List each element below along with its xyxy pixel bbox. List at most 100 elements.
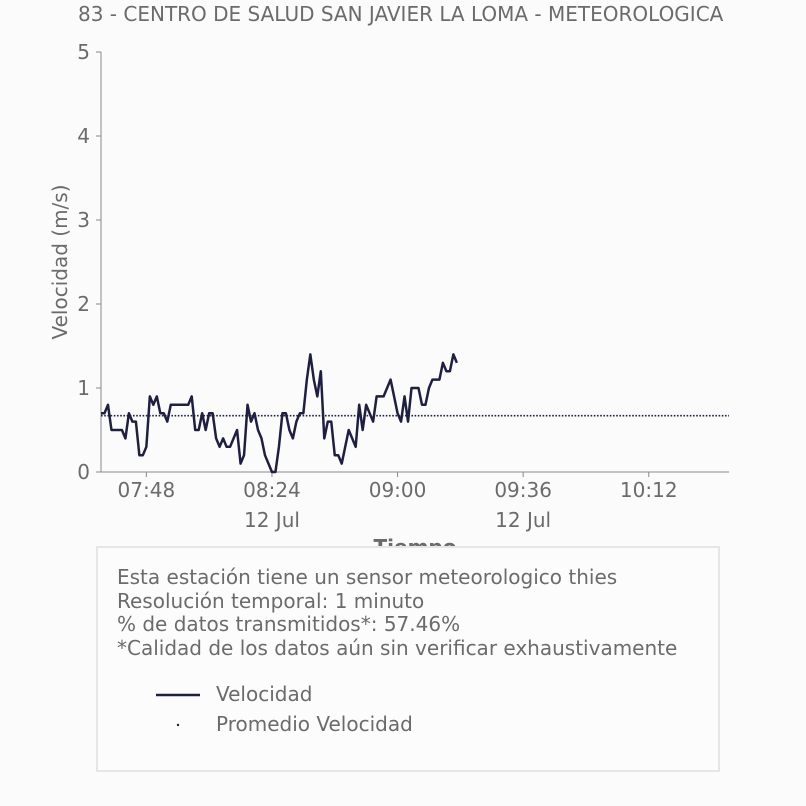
data-point bbox=[205, 429, 207, 431]
transmitted-info-line: % de datos transmitidos*: 57.46% bbox=[117, 612, 461, 636]
data-point bbox=[383, 396, 385, 398]
y-tick-label: 2 bbox=[77, 292, 90, 316]
data-point bbox=[212, 412, 214, 414]
data-point bbox=[425, 404, 427, 406]
data-point bbox=[442, 362, 444, 364]
data-point bbox=[365, 404, 367, 406]
data-point bbox=[320, 370, 322, 372]
data-point bbox=[362, 429, 364, 431]
plot-area: 0 1 2 3 4 5 07:48 08:24 12 Jul 09:00 09:36 12 Jul 10… bbox=[77, 40, 729, 532]
data-point bbox=[149, 396, 151, 398]
data-point bbox=[369, 412, 371, 414]
data-point bbox=[303, 412, 305, 414]
data-point bbox=[243, 454, 245, 456]
data-point bbox=[184, 404, 186, 406]
data-point bbox=[247, 404, 249, 406]
data-point bbox=[163, 412, 165, 414]
y-tick-label: 1 bbox=[77, 376, 90, 400]
y-tick-label: 4 bbox=[77, 124, 90, 148]
data-point bbox=[285, 412, 287, 414]
data-point bbox=[317, 396, 319, 398]
data-point bbox=[219, 446, 221, 448]
data-point bbox=[268, 463, 270, 465]
data-point bbox=[421, 404, 423, 406]
data-point bbox=[358, 404, 360, 406]
legend-label-velocidad: Velocidad bbox=[216, 682, 313, 706]
data-point bbox=[118, 429, 120, 431]
data-point bbox=[170, 404, 172, 406]
data-point bbox=[254, 412, 256, 414]
info-box: Esta estación tiene un sensor meteorolog… bbox=[96, 546, 720, 772]
velocity-series-line bbox=[101, 353, 459, 474]
data-point bbox=[446, 370, 448, 372]
data-point bbox=[132, 421, 134, 423]
data-point bbox=[453, 354, 455, 356]
data-point bbox=[156, 396, 158, 398]
data-point bbox=[379, 396, 381, 398]
data-point bbox=[187, 404, 189, 406]
data-point bbox=[439, 379, 441, 381]
data-point bbox=[432, 379, 434, 381]
data-point bbox=[160, 412, 162, 414]
data-point bbox=[355, 446, 357, 448]
data-point bbox=[222, 438, 224, 440]
legend-label-promedio: Promedio Velocidad bbox=[216, 712, 413, 736]
data-point bbox=[299, 412, 301, 414]
data-point bbox=[261, 438, 263, 440]
data-point bbox=[271, 471, 273, 473]
y-axis-title: Velocidad (m/s) bbox=[48, 184, 72, 339]
data-point bbox=[166, 421, 168, 423]
data-point bbox=[334, 454, 336, 456]
data-point bbox=[257, 429, 259, 431]
data-point bbox=[435, 379, 437, 381]
data-point bbox=[275, 471, 277, 473]
data-point bbox=[111, 429, 113, 431]
y-tick-label: 5 bbox=[77, 40, 90, 64]
data-point bbox=[278, 446, 280, 448]
data-point bbox=[125, 438, 127, 440]
data-point bbox=[310, 354, 312, 356]
data-point bbox=[337, 454, 339, 456]
data-point bbox=[236, 429, 238, 431]
data-point bbox=[153, 404, 155, 406]
y-tick-label: 0 bbox=[77, 460, 90, 484]
data-point bbox=[100, 412, 102, 414]
x-tick-label: 07:48 bbox=[118, 478, 176, 502]
data-point bbox=[135, 421, 137, 423]
data-point bbox=[198, 429, 200, 431]
data-point bbox=[449, 370, 451, 372]
data-point bbox=[393, 396, 395, 398]
data-point bbox=[250, 421, 252, 423]
data-point bbox=[226, 446, 228, 448]
data-point bbox=[397, 412, 399, 414]
data-point bbox=[177, 404, 179, 406]
solid-line-swatch bbox=[156, 693, 200, 697]
station-info: Esta estación tiene un sensor meteorolog… bbox=[117, 565, 678, 660]
quality-note-line: *Calidad de los datos aún sin verificar … bbox=[117, 635, 678, 660]
data-point bbox=[348, 429, 350, 431]
data-point bbox=[121, 429, 123, 431]
data-point bbox=[306, 379, 308, 381]
x-tick-date-label: 12 Jul bbox=[244, 508, 300, 532]
data-point bbox=[104, 412, 106, 414]
data-point bbox=[194, 429, 196, 431]
data-point bbox=[414, 387, 416, 389]
data-point bbox=[456, 362, 458, 364]
y-tick-label: 3 bbox=[77, 208, 90, 232]
data-point bbox=[142, 454, 144, 456]
data-point bbox=[372, 421, 374, 423]
data-point bbox=[390, 379, 392, 381]
data-point bbox=[240, 463, 242, 465]
data-point bbox=[233, 438, 235, 440]
data-point bbox=[292, 438, 294, 440]
data-point bbox=[139, 454, 141, 456]
data-point bbox=[341, 463, 343, 465]
data-point bbox=[180, 404, 182, 406]
data-point bbox=[208, 412, 210, 414]
data-point bbox=[323, 438, 325, 440]
data-point bbox=[313, 379, 315, 381]
data-point bbox=[400, 421, 402, 423]
data-point bbox=[411, 387, 413, 389]
resolution-info-line: Resolución temporal: 1 minuto bbox=[117, 588, 425, 613]
